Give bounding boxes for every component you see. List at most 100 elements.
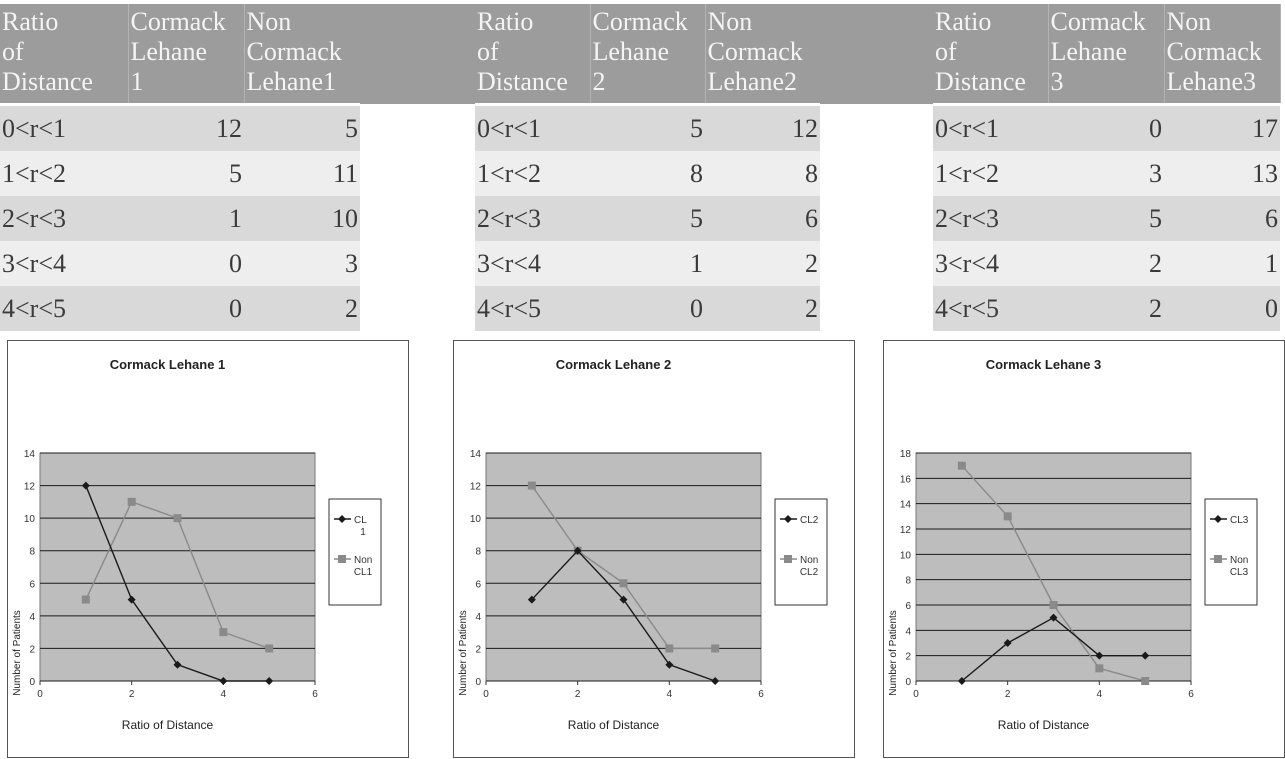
x-tick-label: 6: [312, 689, 318, 700]
cl-count-cell: 2: [1048, 240, 1164, 286]
x-axis-label: Ratio of Distance: [122, 718, 214, 732]
cl-count-cell: 5: [1048, 195, 1164, 241]
data-point-cl: [127, 595, 136, 604]
data-point-non-cl: [81, 595, 90, 604]
ratio-cell: 2<r<3: [933, 195, 1048, 241]
non-cl-count-cell: 13: [1164, 150, 1280, 196]
legend-label: CL3: [1230, 515, 1249, 526]
cl-count-cell: 0: [590, 285, 705, 331]
non-cl-count-cell: 10: [244, 195, 360, 241]
data-point-cl: [1049, 613, 1058, 622]
legend-label: CL: [354, 515, 367, 526]
chart-cormack-lehane-2: Cormack Lehane 2 0 2 4 6 8 10 12 14 0 2 4 6 Ratio of …: [458, 357, 828, 732]
non-cl-count-cell: 11: [244, 150, 360, 196]
table-row: 4<r<5 0 2: [475, 285, 820, 331]
y-tick-label: 6: [905, 601, 911, 612]
cl-count-cell: 0: [1048, 104, 1164, 151]
y-tick-label: 2: [475, 644, 481, 655]
cl-count-cell: 8: [590, 150, 705, 196]
data-point-non-cl: [957, 461, 966, 470]
non-cl-count-cell: 3: [244, 240, 360, 286]
data-point-cl: [1095, 651, 1104, 660]
ratio-cell: 1<r<2: [475, 150, 590, 196]
non-cl-count-cell: 5: [244, 104, 360, 151]
y-tick-label: 8: [475, 547, 481, 558]
table-row: 0<r<1 12 5: [0, 104, 360, 151]
legend-label: CL2: [800, 515, 819, 526]
y-tick-label: 14: [900, 500, 912, 511]
table-row: 4<r<5 2 0: [933, 285, 1280, 331]
data-point-cl: [957, 677, 966, 685]
legend-marker-diamond: [784, 515, 792, 523]
y-tick-label: 4: [905, 626, 911, 637]
non-cl-count-cell: 6: [705, 195, 820, 241]
legend-label: Non: [354, 555, 372, 566]
cl-count-cell: 12: [128, 104, 244, 151]
legend-label: Non: [1230, 555, 1248, 566]
y-tick-label: 14: [24, 449, 36, 460]
plot-area: [39, 452, 316, 682]
y-tick-label: 6: [475, 579, 481, 590]
legend-label: CL1: [354, 567, 373, 578]
table-header-cl: Cormack Lehane 1: [128, 4, 245, 106]
x-tick-label: 2: [575, 689, 581, 700]
x-axis-label: Ratio of Distance: [998, 718, 1090, 732]
table-row: 1<r<2 3 13: [933, 150, 1280, 196]
y-tick-label: 8: [29, 547, 35, 558]
data-point-cl: [173, 660, 182, 669]
ratio-cell: 4<r<5: [475, 285, 590, 331]
data-point-non-cl: [1003, 512, 1012, 521]
y-tick-label: 12: [900, 525, 912, 536]
data-point-non-cl: [173, 514, 182, 523]
y-tick-label: 12: [470, 482, 482, 493]
x-tick-label: 0: [37, 689, 43, 700]
legend-box: [774, 498, 828, 606]
table-row: 3<r<4 1 2: [475, 240, 820, 286]
table-header-non-cl: Non Cormack Lehane3: [1164, 4, 1281, 106]
cormack-lehane-3-table: Ratio of Distance Cormack Lehane 3 Non Cormac…: [933, 4, 1281, 331]
chart-panel-cl3: Cormack Lehane 3 0 2 4 6 8 10 12 14 16 18 0 2 4 6 Ratio…: [883, 340, 1285, 758]
table-row: 1<r<2 5 11: [0, 150, 360, 196]
data-point-cl: [265, 677, 274, 685]
data-point-cl: [711, 677, 720, 685]
ratio-cell: 1<r<2: [933, 150, 1048, 196]
y-tick-label: 10: [470, 514, 482, 525]
table-header-ratio: Ratio of Distance: [0, 4, 129, 106]
y-tick-label: 0: [29, 677, 35, 688]
legend-marker-square: [1214, 555, 1222, 563]
x-tick-label: 2: [1005, 689, 1011, 700]
non-cl-count-cell: 0: [1164, 285, 1280, 331]
cl-count-cell: 2: [1048, 285, 1164, 331]
y-tick-label: 2: [905, 652, 911, 663]
y-tick-label: 18: [900, 449, 912, 460]
non-cl-count-cell: 1: [1164, 240, 1280, 286]
chart-title: Cormack Lehane 2: [556, 357, 672, 372]
legend-marker-square: [784, 555, 792, 563]
y-axis-label: Number of Patients: [458, 610, 469, 696]
data-point-non-cl: [1095, 664, 1104, 673]
y-tick-label: 0: [905, 677, 911, 688]
table-header-ratio: Ratio of Distance: [933, 4, 1049, 106]
data-point-non-cl: [127, 497, 136, 506]
non-cl-count-cell: 6: [1164, 195, 1280, 241]
legend-marker-square: [338, 555, 346, 563]
table-row: 3<r<4 0 3: [0, 240, 360, 286]
y-tick-label: 4: [475, 612, 481, 623]
x-tick-label: 6: [1188, 689, 1194, 700]
x-tick-label: 0: [483, 689, 489, 700]
x-tick-label: 6: [758, 689, 764, 700]
legend-box: [1204, 498, 1258, 606]
data-point-cl: [619, 595, 628, 604]
ratio-cell: 2<r<3: [0, 195, 128, 241]
x-tick-label: 0: [913, 689, 919, 700]
cl-count-cell: 5: [590, 104, 705, 151]
y-tick-label: 4: [29, 612, 35, 623]
y-axis-label: Number of Patients: [888, 610, 899, 696]
y-tick-label: 6: [29, 579, 35, 590]
cl-count-cell: 0: [128, 240, 244, 286]
data-point-non-cl: [219, 628, 228, 637]
ratio-cell: 0<r<1: [933, 104, 1048, 151]
y-tick-label: 0: [475, 677, 481, 688]
data-point-cl: [573, 546, 582, 555]
cl-count-cell: 1: [128, 195, 244, 241]
